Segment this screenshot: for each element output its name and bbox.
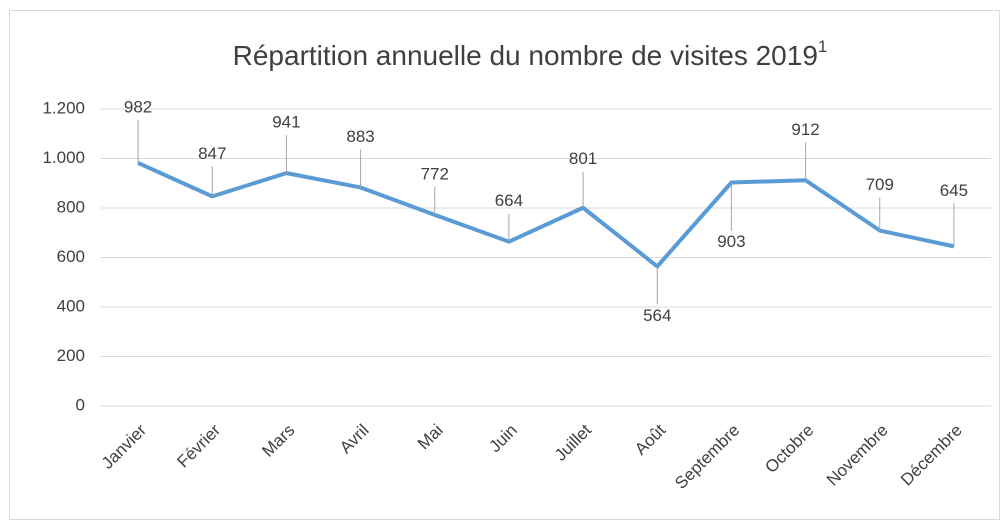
- data-label: 772: [421, 164, 449, 183]
- data-label: 564: [643, 306, 671, 325]
- chart-border: [9, 10, 1000, 520]
- y-tick-label: 600: [57, 247, 85, 266]
- y-tick-label: 0: [76, 395, 85, 414]
- data-label: 903: [717, 232, 745, 251]
- title-text: Répartition annuelle du nombre de visite…: [233, 40, 818, 71]
- data-label: 709: [866, 175, 894, 194]
- data-label: 801: [569, 149, 597, 168]
- y-tick-label: 400: [57, 296, 85, 315]
- y-tick-label: 800: [57, 197, 85, 216]
- data-label: 847: [198, 144, 226, 163]
- data-label: 912: [791, 120, 819, 139]
- data-label: 941: [272, 113, 300, 132]
- y-tick-label: 1.000: [42, 148, 85, 167]
- title-note: 1: [818, 37, 827, 56]
- data-label: 645: [940, 181, 968, 200]
- chart-title: Répartition annuelle du nombre de visite…: [233, 37, 828, 71]
- data-line: [137, 161, 955, 269]
- data-label: 664: [495, 191, 523, 210]
- y-tick-label: 200: [57, 346, 85, 365]
- y-tick-label: 1.200: [42, 98, 85, 117]
- data-label: 982: [124, 97, 152, 116]
- data-label: 883: [346, 127, 374, 146]
